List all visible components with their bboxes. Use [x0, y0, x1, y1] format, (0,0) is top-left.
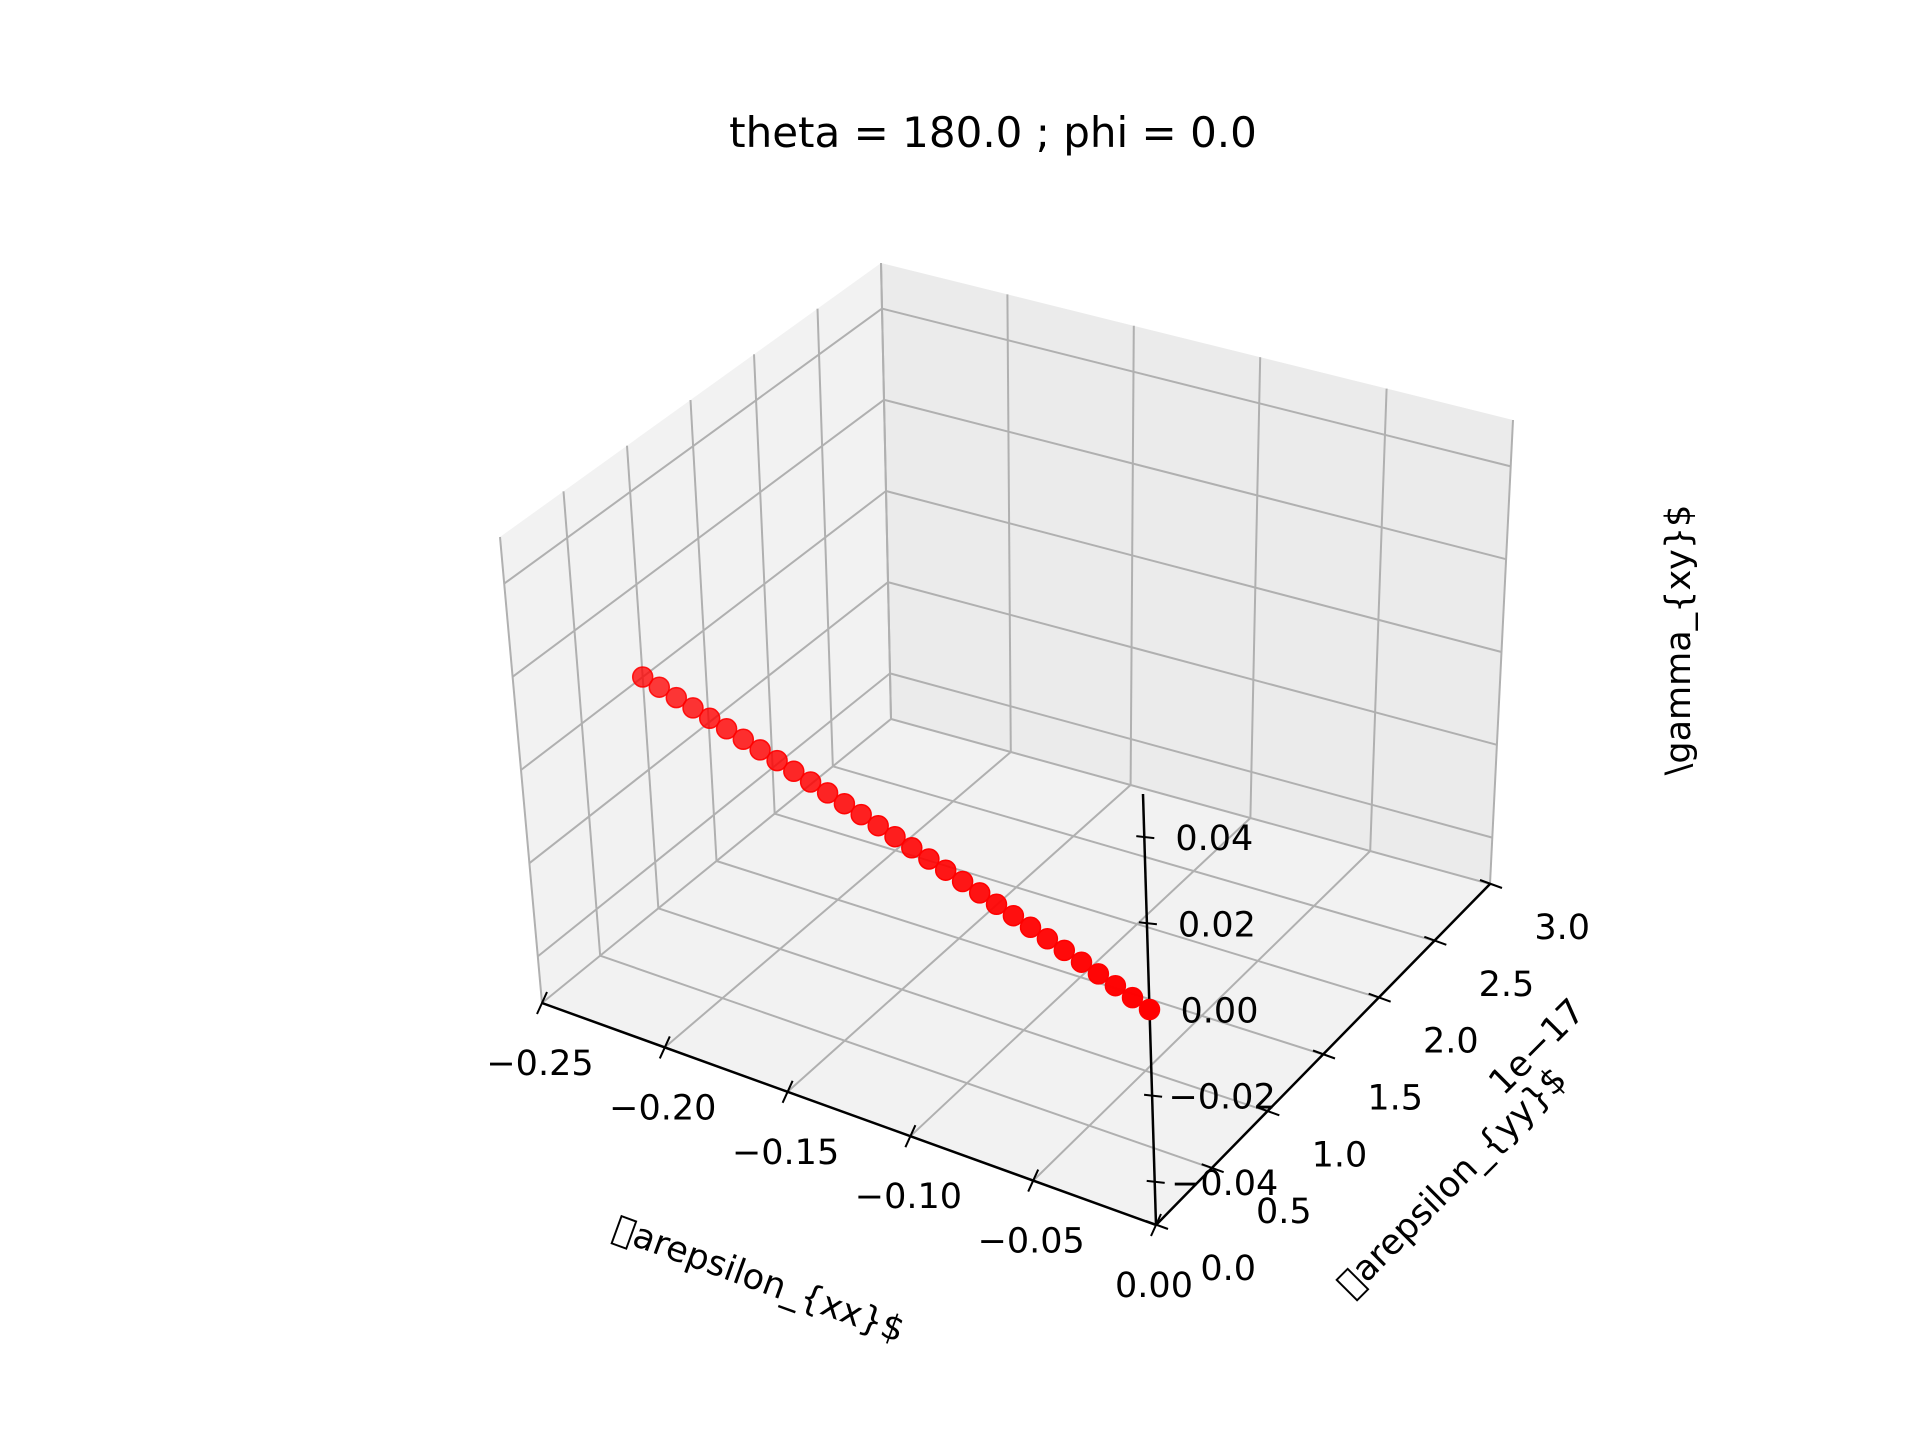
data-point [732, 728, 755, 751]
data-point [968, 882, 991, 904]
pane-back [881, 263, 1513, 884]
data-point [1070, 951, 1093, 973]
data-point [631, 666, 654, 688]
data-point [749, 739, 771, 761]
data-point [799, 771, 822, 793]
data-point [766, 749, 788, 772]
x-tick-mark [904, 1124, 917, 1148]
data-point [1036, 928, 1059, 950]
x-tick-mark [658, 1035, 671, 1059]
x-axis-line [541, 1001, 1157, 1227]
z-tick-label: −0.02 [1168, 1078, 1275, 1118]
data-point [1087, 963, 1110, 985]
z-tick-mark [1146, 1179, 1165, 1184]
pane-left [500, 263, 891, 1003]
z-axis-label: \gamma_{xy}$ [1659, 505, 1699, 776]
data-point [682, 697, 704, 719]
grid-line-z-back [889, 672, 1493, 839]
data-point [698, 707, 721, 730]
y-tick-label: 3.0 [1534, 908, 1590, 948]
axis-panes [500, 263, 1513, 1225]
data-point [867, 814, 889, 837]
data-point [1138, 998, 1161, 1021]
x-tick-label: −0.25 [486, 1044, 593, 1084]
x-tick-label: −0.20 [609, 1088, 716, 1128]
y-tick-mark [1312, 1049, 1336, 1060]
x-tick-label: 0.00 [1115, 1266, 1193, 1306]
data-point [985, 893, 1008, 916]
grid-line-z-back [887, 581, 1498, 746]
grid-line-z-left [520, 490, 887, 771]
y-tick-mark [1368, 992, 1392, 1003]
data-point [1104, 974, 1127, 997]
grid-line-y-floor [774, 812, 1379, 999]
x-tick-label: −0.05 [978, 1222, 1085, 1262]
y-tick-mark [1423, 935, 1447, 946]
data-point [783, 760, 805, 783]
grid-line-y-floor [832, 765, 1435, 942]
data-point [918, 848, 940, 870]
grid-line-z-left [537, 672, 891, 958]
data-point [1121, 986, 1144, 1009]
chart-title: theta = 180.0 ; phi = 0.0 [729, 108, 1257, 157]
data-point [1002, 904, 1025, 927]
z-tick-label: −0.04 [1171, 1164, 1278, 1204]
y-tick-mark [1256, 1106, 1280, 1117]
x-tick-label: −0.10 [855, 1177, 962, 1217]
z-tick-mark [1136, 835, 1155, 840]
grid-line-z-left [512, 398, 885, 678]
y-tick-mark [1201, 1163, 1225, 1174]
data-point [715, 718, 738, 740]
y-tick-label: 0.0 [1200, 1249, 1256, 1289]
data-point [665, 686, 688, 709]
data-point [1019, 916, 1042, 939]
grid-line-z-back [885, 490, 1502, 653]
x-tick-label: −0.15 [732, 1133, 839, 1173]
z-tick-label: 0.02 [1178, 905, 1256, 945]
x-tick-mark [536, 991, 548, 1015]
data-point [816, 782, 839, 804]
y-tick-label: 2.0 [1423, 1022, 1479, 1062]
y-tick-mark [1145, 1220, 1169, 1230]
y-tick-label: 0.5 [1256, 1192, 1312, 1232]
grid-line-z-left [503, 307, 883, 585]
z-tick-label: 0.04 [1175, 819, 1253, 859]
z-tick-mark [1143, 1093, 1163, 1098]
grid-line-y-floor [716, 860, 1324, 1056]
pane-floor [542, 719, 1490, 1225]
gridlines [499, 262, 1514, 1226]
y-tick-label: 1.0 [1312, 1135, 1368, 1175]
z-tick-label: 0.00 [1181, 992, 1259, 1032]
grid-line-y-floor [658, 907, 1268, 1113]
axis-ticks: −0.25−0.20−0.15−0.10−0.050.00 0.00.51.01.… [486, 819, 1590, 1306]
data-points [631, 666, 1161, 1021]
y-tick-mark [1479, 879, 1503, 889]
data-point [850, 803, 872, 826]
grid-line-y-floor [890, 718, 1491, 885]
grid-line-z-back [883, 398, 1507, 561]
x-tick-mark [1027, 1169, 1040, 1193]
y-tick-label: 2.5 [1479, 965, 1535, 1005]
x-tick-mark [781, 1080, 794, 1104]
data-point [884, 825, 906, 848]
z-tick-mark [1138, 921, 1158, 926]
y-tick-label: 1.5 [1367, 1079, 1423, 1119]
data-point [901, 837, 923, 859]
data-point [648, 676, 671, 698]
data-point [951, 870, 974, 893]
grid-line-y-floor [599, 954, 1212, 1170]
data-point [833, 792, 856, 815]
data-point [1053, 939, 1076, 962]
x-axis-label:  arepsilon_{xx}$ [608, 1208, 910, 1351]
grid-line-z-back [881, 307, 1511, 468]
data-point [934, 859, 957, 881]
